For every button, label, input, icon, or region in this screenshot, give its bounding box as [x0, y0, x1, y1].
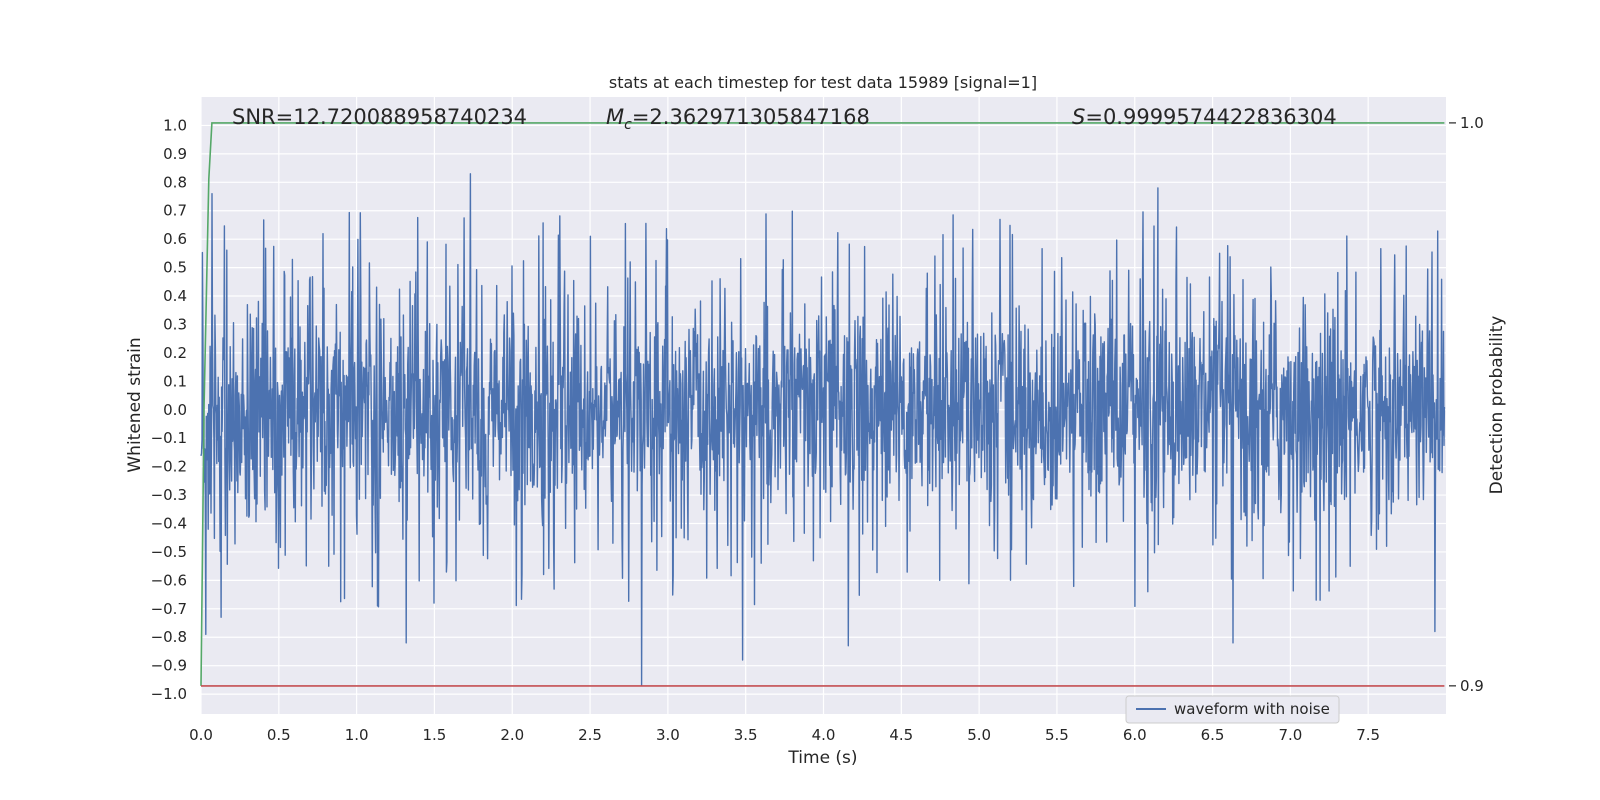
waveform-line: [200, 173, 1446, 687]
y-tick-label: −0.2: [151, 458, 187, 476]
y-tick-label: −0.1: [151, 429, 187, 447]
chirp-mass-subscript: c: [624, 117, 632, 133]
y2-axis-label: Detection probability: [1487, 316, 1507, 495]
x-tick-label: 1.0: [345, 726, 369, 744]
x-tick-label: 3.5: [734, 726, 758, 744]
y-tick-label: −0.4: [151, 514, 187, 532]
y-tick-label: 0.4: [163, 287, 187, 305]
y-tick-label: −0.8: [151, 628, 187, 646]
x-tick-label: 1.5: [423, 726, 447, 744]
chirp-mass-symbol: M: [606, 105, 624, 129]
y-tick-label: −0.7: [151, 600, 187, 618]
x-tick-label: 4.5: [889, 726, 913, 744]
y-tick-label: 0.0: [163, 401, 187, 419]
y-tick-label: 0.2: [163, 344, 187, 362]
x-axis-label: Time (s): [787, 748, 857, 768]
y-tick-label: 0.1: [163, 372, 187, 390]
snr-annotation: SNR=12.720088958740234: [232, 105, 527, 129]
x-tick-label: 6.5: [1201, 726, 1225, 744]
x-tick-label: 2.0: [500, 726, 524, 744]
x-tick-label: 6.0: [1123, 726, 1147, 744]
x-tick-label: 4.0: [812, 726, 836, 744]
y-tick-label: 0.6: [163, 230, 187, 248]
x-tick-label: 5.0: [967, 726, 991, 744]
x-tick-label: 7.5: [1356, 726, 1380, 744]
probability-symbol: S: [1072, 105, 1085, 129]
y-tick-label: 0.3: [163, 315, 187, 333]
legend-label: waveform with noise: [1174, 700, 1330, 718]
x-tick-label: 5.5: [1045, 726, 1069, 744]
x-tick-label: 3.0: [656, 726, 680, 744]
legend-box: [1125, 695, 1340, 724]
y-tick-label: −0.3: [151, 486, 187, 504]
y-tick-label: −1.0: [151, 685, 187, 703]
y-tick-label: 0.5: [163, 259, 187, 277]
y-tick-label: 1.0: [163, 116, 187, 134]
y-tick-label: 0.8: [163, 173, 187, 191]
tick-labels: 0.0 0.5 1.0 1.5 2.0 2.5 3.0 3.5 4.0 4.5 5.0 5.5 6.0 6…: [151, 114, 1484, 744]
y-tick-label: −0.9: [151, 657, 187, 675]
probability-value: =0.9999574422836304: [1085, 105, 1336, 129]
probability-annotation: S=0.9999574422836304: [1072, 105, 1337, 129]
series-layer: [200, 122, 1446, 687]
y2-tick-label: 1.0: [1460, 114, 1484, 132]
x-tick-label: 7.0: [1278, 726, 1302, 744]
y-tick-label: −0.5: [151, 543, 187, 561]
legend: waveform with noise: [1125, 695, 1340, 724]
y-tick-label: 0.7: [163, 202, 187, 220]
y-axis-label: Whitened strain: [125, 337, 145, 472]
x-tick-label: 0.5: [267, 726, 291, 744]
y2-tick-label: 0.9: [1460, 677, 1484, 695]
chirp-mass-value: =2.362971305847168: [632, 105, 870, 129]
probability-line: [200, 122, 1445, 686]
x-tick-label: 0.0: [189, 726, 213, 744]
x-tick-label: 2.5: [578, 726, 602, 744]
y-tick-label: −0.6: [151, 571, 187, 589]
chirp-mass-annotation: Mc=2.362971305847168: [606, 105, 870, 133]
y-tick-label: 0.9: [163, 145, 187, 163]
chart-title: stats at each timestep for test data 159…: [609, 73, 1037, 92]
